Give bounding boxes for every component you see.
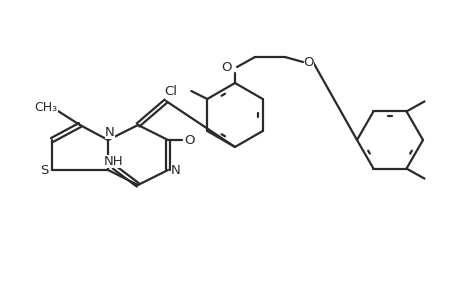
Text: N: N xyxy=(171,164,180,176)
Text: NH: NH xyxy=(104,154,123,167)
Text: O: O xyxy=(303,56,313,68)
Text: S: S xyxy=(40,164,48,176)
Text: O: O xyxy=(221,61,232,74)
Text: N: N xyxy=(105,125,115,139)
Text: Cl: Cl xyxy=(164,85,177,98)
Text: CH₃: CH₃ xyxy=(34,100,57,113)
Text: O: O xyxy=(185,134,195,146)
